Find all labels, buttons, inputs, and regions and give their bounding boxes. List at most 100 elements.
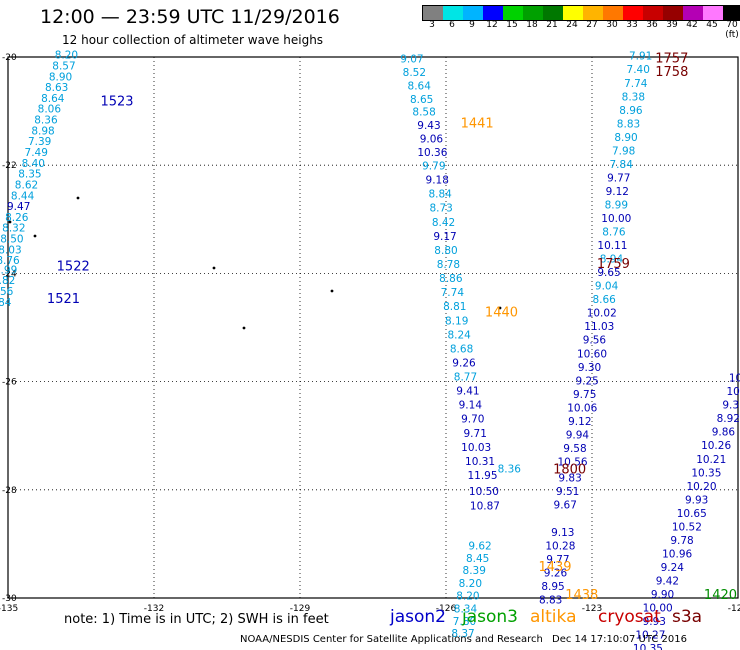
color-scale-tick: 21 bbox=[546, 20, 558, 30]
wave-height-value: 10.27 bbox=[635, 630, 665, 642]
color-swatch bbox=[503, 6, 523, 20]
wave-height-value: 9.47 bbox=[7, 201, 30, 213]
color-scale-tick: 33 bbox=[626, 20, 638, 30]
wave-height-value: 8.83 bbox=[539, 594, 562, 606]
satellite-legend-jason3: jason3 bbox=[462, 607, 518, 627]
wave-height-value: 8.94 bbox=[600, 254, 624, 266]
wave-height-value: 10.28 bbox=[545, 540, 575, 552]
page-title: 12:00 — 23:59 UTC 11/29/2016 bbox=[40, 6, 340, 28]
wave-height-value: 8.35 bbox=[18, 169, 41, 181]
wave-height-value: 10.65 bbox=[677, 508, 707, 520]
wave-height-value: 8.81 bbox=[443, 301, 466, 313]
pass-time-label: 1523 bbox=[100, 95, 133, 110]
island-marker bbox=[76, 196, 80, 200]
color-swatch bbox=[563, 6, 583, 20]
color-scale-tick: 42 bbox=[686, 20, 698, 30]
wave-height-value: 7.80 bbox=[453, 616, 476, 628]
wave-height-value: 10.21 bbox=[696, 454, 726, 466]
wave-height-value: 9.83 bbox=[558, 473, 581, 485]
satellite-legend-cryosat: cryosat bbox=[598, 607, 661, 627]
color-swatch bbox=[483, 6, 503, 20]
wave-height-value: 7.91 bbox=[629, 51, 652, 63]
color-swatch bbox=[683, 6, 703, 20]
wave-height-value: 11.95 bbox=[467, 470, 497, 482]
wave-height-value: 8.96 bbox=[619, 105, 643, 117]
wave-height-value: 8.63 bbox=[45, 82, 68, 94]
wave-height-value: 9.51 bbox=[556, 486, 579, 498]
wave-height-value: 8.40 bbox=[22, 158, 45, 170]
credit-text: NOAA/NESDIS Center for Satellite Applica… bbox=[240, 634, 543, 645]
wave-height-value: 10.00 bbox=[601, 213, 631, 225]
wave-height-value: 8.56 bbox=[0, 286, 14, 298]
pass-time-label: 1758 bbox=[655, 65, 688, 80]
wave-height-value: 8.99 bbox=[605, 199, 628, 211]
island-marker bbox=[498, 306, 502, 310]
wave-height-value: 9.13 bbox=[551, 527, 574, 539]
wave-height-value: 10.11 bbox=[597, 240, 627, 252]
wave-height-value: 9.41 bbox=[456, 386, 479, 398]
wave-height-value: 10.50 bbox=[469, 486, 499, 498]
wave-height-value: 8.92 bbox=[717, 413, 740, 425]
wave-height-value: 8.68 bbox=[450, 343, 473, 355]
wave-height-value: 8.52 bbox=[403, 67, 426, 79]
color-swatch bbox=[583, 6, 603, 20]
satellite-legend-s3a: s3a bbox=[672, 607, 703, 627]
wave-height-value: 8.64 bbox=[408, 80, 432, 92]
color-swatch bbox=[723, 6, 740, 20]
wave-height-value: 8.90 bbox=[614, 132, 637, 144]
wave-height-value: 8.19 bbox=[445, 315, 468, 327]
wave-height-value: 8.44 bbox=[11, 190, 35, 202]
pass-time-label: 1420 bbox=[704, 588, 737, 603]
wave-height-value: 8.38 bbox=[622, 91, 645, 103]
satellite-legend-jason2: jason2 bbox=[390, 607, 446, 627]
wave-height-value: 9.77 bbox=[607, 172, 630, 184]
wave-height-value: 8.98 bbox=[31, 125, 54, 137]
wave-height-value: 9.62 bbox=[468, 540, 491, 552]
wave-height-value: 8.78 bbox=[437, 259, 460, 271]
wave-height-value: 7.99 bbox=[0, 264, 17, 276]
color-scale-tick: 9 bbox=[469, 20, 475, 30]
wave-height-value: 10.03 bbox=[461, 442, 491, 454]
wave-height-value: 9.42 bbox=[656, 575, 679, 587]
wave-height-value: 8.66 bbox=[592, 294, 616, 306]
wave-height-value: 9.26 bbox=[544, 567, 568, 579]
island-marker bbox=[8, 220, 12, 224]
wave-height-value: 9.65 bbox=[597, 267, 620, 279]
wave-height-value: 9.30 bbox=[578, 362, 601, 374]
wave-height-value: 8.57 bbox=[52, 60, 75, 72]
wave-height-value: 8.36 bbox=[498, 463, 522, 475]
wave-height-value: 10.87 bbox=[470, 500, 500, 512]
wave-height-value: 8.03 bbox=[0, 244, 22, 256]
wave-height-value: 8.84 bbox=[0, 297, 12, 309]
wave-height-value: 8.58 bbox=[412, 106, 435, 118]
wave-height-value: 8.06 bbox=[38, 104, 62, 116]
pass-time-label: 1759 bbox=[597, 257, 630, 272]
wave-height-value: 10.35 bbox=[633, 643, 663, 650]
longitude-tick-label: -132 bbox=[144, 604, 164, 614]
color-swatch bbox=[543, 6, 563, 20]
wave-height-value: 11.03 bbox=[584, 321, 614, 333]
wave-height-value: 8.64 bbox=[41, 93, 65, 105]
wave-height-value: 9.67 bbox=[554, 500, 577, 512]
wave-height-value: 10.60 bbox=[577, 348, 607, 360]
wave-height-value: 9.07 bbox=[400, 53, 423, 65]
wave-height-value: 7.98 bbox=[612, 145, 635, 157]
pass-time-label: 1522 bbox=[57, 260, 90, 275]
wave-height-value: 8.42 bbox=[432, 217, 455, 229]
island-marker bbox=[242, 326, 246, 330]
wave-height-value: 10 bbox=[729, 373, 740, 385]
longitude-tick-label: -120 bbox=[728, 604, 740, 614]
wave-height-value: 8.50 bbox=[0, 234, 23, 246]
wave-height-value: 7.49 bbox=[25, 147, 48, 159]
longitude-tick-label: -123 bbox=[582, 604, 602, 614]
color-scale-tick: 36 bbox=[646, 20, 658, 30]
color-swatch bbox=[443, 6, 463, 20]
wave-height-value: 10.56 bbox=[558, 456, 588, 468]
latitude-tick-label: -22 bbox=[2, 161, 17, 171]
wave-height-value: 10.31 bbox=[465, 456, 495, 468]
wave-height-value: 9.12 bbox=[606, 186, 629, 198]
wave-height-value: 10.00 bbox=[643, 603, 673, 615]
wave-height-value: 9.58 bbox=[563, 443, 586, 455]
wave-height-value: 8.90 bbox=[49, 71, 72, 83]
